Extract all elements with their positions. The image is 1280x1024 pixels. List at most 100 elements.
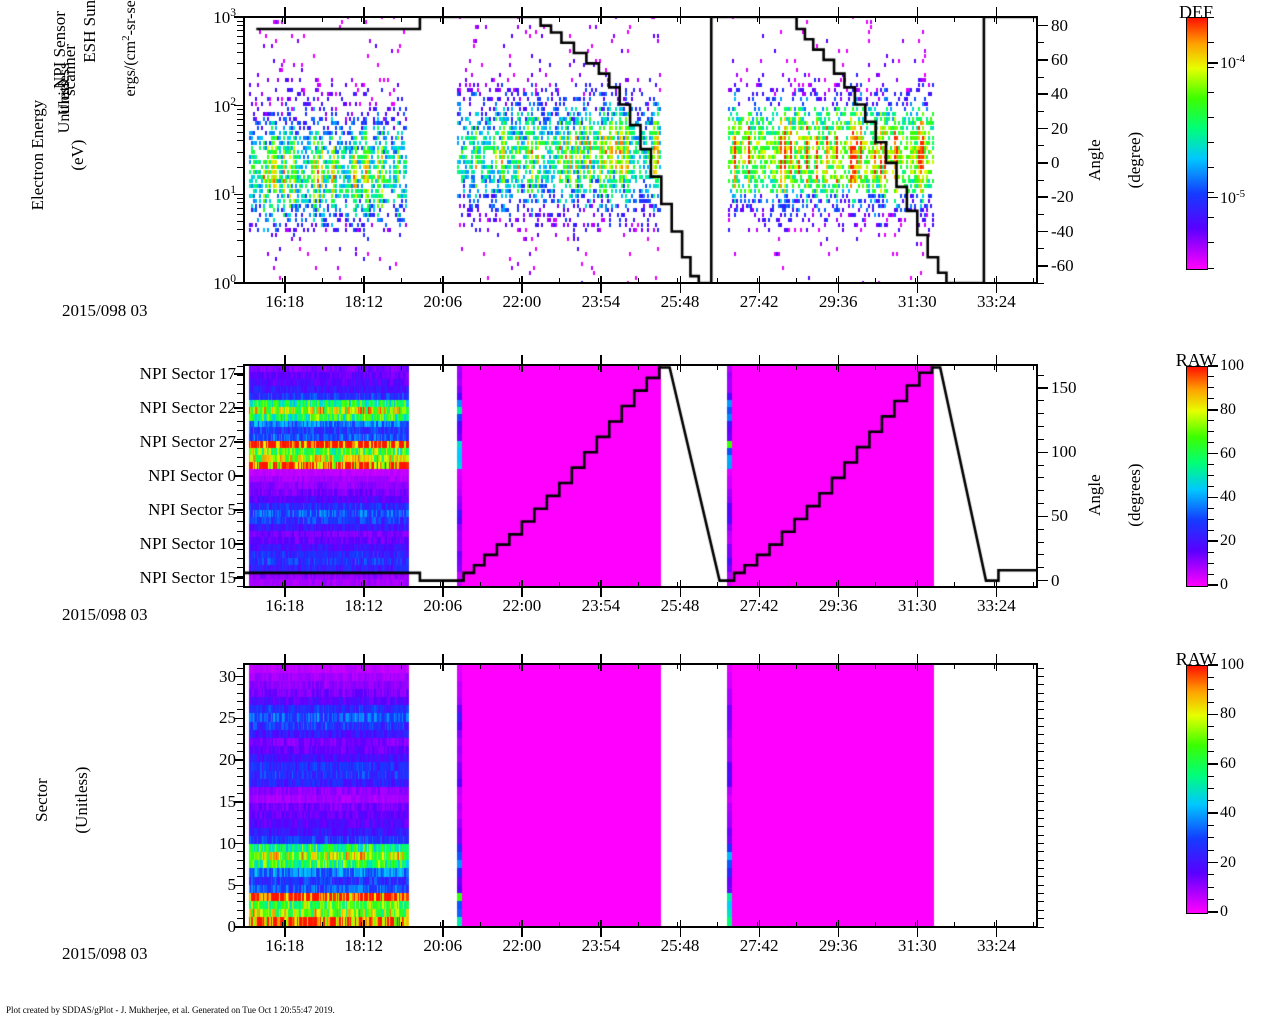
panel2-ytick-label-6: NPI Sector 15 bbox=[139, 568, 236, 587]
axis-tick-mark bbox=[1038, 784, 1044, 786]
axis-tick-mark bbox=[519, 665, 521, 669]
axis-tick-mark bbox=[1038, 490, 1044, 492]
axis-tick-mark bbox=[282, 665, 284, 669]
axis-tick-mark bbox=[442, 7, 444, 16]
axis-tick-mark bbox=[1038, 843, 1044, 844]
axis-tick-mark bbox=[1208, 376, 1214, 378]
axis-tick-mark bbox=[916, 366, 919, 372]
axis-tick-mark bbox=[1208, 91, 1214, 93]
axis-tick-mark bbox=[914, 278, 916, 282]
axis-tick-mark bbox=[284, 665, 286, 671]
axis-tick-mark bbox=[1038, 709, 1044, 711]
axis-tick-mark bbox=[519, 18, 521, 22]
axis-tick-mark bbox=[600, 928, 602, 937]
axis-tick-mark bbox=[237, 817, 243, 819]
axis-tick-mark bbox=[442, 588, 444, 597]
axis-tick-mark bbox=[558, 582, 560, 586]
axis-tick-mark bbox=[237, 548, 243, 550]
axis-tick-mark bbox=[1038, 374, 1044, 376]
axis-tick-mark bbox=[237, 167, 243, 169]
panel3-xtick-4: 23:54 bbox=[581, 936, 621, 955]
axis-tick-mark bbox=[237, 43, 243, 45]
axis-tick-mark bbox=[237, 151, 243, 153]
panel3-ytick-label-2: 20 bbox=[219, 750, 236, 770]
axis-tick-mark bbox=[479, 366, 481, 370]
panel3-colorbar-tick-label-0: 100 bbox=[1220, 656, 1244, 673]
axis-tick-mark bbox=[1208, 562, 1214, 564]
axis-tick-mark bbox=[1038, 196, 1044, 198]
axis-tick-mark bbox=[440, 922, 442, 926]
axis-tick-mark bbox=[237, 717, 243, 719]
axis-tick-mark bbox=[1208, 66, 1214, 68]
axis-tick-mark bbox=[600, 920, 602, 926]
axis-tick-mark bbox=[679, 7, 682, 16]
axis-tick-mark bbox=[442, 366, 444, 372]
axis-tick-mark bbox=[237, 140, 243, 142]
axis-tick-mark bbox=[1038, 876, 1044, 878]
panel2-right-ytick-1: 100 bbox=[1051, 442, 1077, 462]
axis-tick-mark bbox=[837, 588, 840, 597]
axis-tick-mark bbox=[875, 18, 877, 22]
axis-tick-mark bbox=[1208, 899, 1214, 901]
axis-tick-mark bbox=[796, 366, 798, 370]
axis-tick-mark bbox=[1038, 684, 1044, 686]
axis-tick-mark bbox=[237, 503, 243, 504]
axis-tick-mark bbox=[237, 585, 243, 587]
panel3-colorbar-unit-text: Unitless bbox=[56, 81, 73, 134]
axis-tick-mark bbox=[1038, 413, 1044, 415]
axis-tick-mark bbox=[598, 582, 600, 586]
axis-tick-mark bbox=[758, 654, 761, 663]
axis-tick-mark bbox=[1038, 918, 1044, 920]
axis-tick-mark bbox=[1208, 365, 1214, 367]
axis-tick-mark bbox=[993, 582, 995, 586]
axis-tick-mark bbox=[875, 922, 877, 926]
panel1-xtick-1: 18:12 bbox=[344, 292, 384, 311]
axis-tick-mark bbox=[954, 278, 956, 282]
axis-tick-mark bbox=[758, 920, 761, 926]
panel2-right-ytick-3: 0 bbox=[1051, 570, 1060, 590]
axis-tick-mark bbox=[237, 701, 243, 703]
axis-tick-mark bbox=[758, 588, 761, 597]
axis-tick-mark bbox=[1208, 41, 1214, 43]
axis-tick-mark bbox=[284, 654, 286, 663]
axis-tick-mark bbox=[1208, 763, 1214, 765]
axis-tick-mark bbox=[237, 567, 243, 569]
axis-tick-mark bbox=[363, 355, 365, 364]
axis-tick-mark bbox=[1208, 387, 1214, 389]
axis-tick-mark bbox=[756, 278, 758, 282]
axis-tick-mark bbox=[995, 665, 998, 671]
panel1-colorbar-tick-label-0: 10-4 bbox=[1220, 52, 1246, 73]
axis-tick-mark bbox=[237, 876, 243, 878]
axis-tick-mark bbox=[837, 928, 840, 937]
axis-tick-mark bbox=[1033, 366, 1035, 370]
axis-tick-mark bbox=[479, 582, 481, 586]
axis-tick-mark bbox=[237, 667, 243, 669]
axis-tick-mark bbox=[1208, 701, 1214, 703]
axis-tick-mark bbox=[1038, 438, 1044, 440]
axis-tick-mark bbox=[679, 654, 682, 663]
axis-tick-mark bbox=[284, 588, 286, 597]
axis-tick-mark bbox=[234, 577, 243, 579]
axis-tick-mark bbox=[1208, 676, 1214, 678]
axis-tick-mark bbox=[916, 665, 919, 671]
axis-tick-mark bbox=[1038, 76, 1044, 78]
axis-tick-mark bbox=[637, 665, 639, 669]
panel1-ytick-mantissa-0: 10 bbox=[213, 273, 231, 293]
axis-tick-mark bbox=[637, 366, 639, 370]
axis-tick-mark bbox=[835, 278, 837, 282]
axis-tick-mark bbox=[875, 278, 877, 282]
panel3-ytick-label-0: 30 bbox=[219, 666, 236, 686]
panel1-colorbar bbox=[1186, 17, 1208, 270]
axis-tick-mark bbox=[440, 582, 442, 586]
panel2-xtick-9: 33:24 bbox=[977, 596, 1016, 615]
axis-tick-mark bbox=[237, 36, 243, 38]
axis-tick-mark bbox=[237, 466, 243, 468]
axis-tick-mark bbox=[234, 282, 243, 284]
panel3-xtick-5: 25:48 bbox=[660, 936, 700, 955]
panel3-xtick-1: 18:12 bbox=[344, 936, 384, 955]
axis-tick-mark bbox=[361, 278, 363, 282]
axis-tick-mark bbox=[400, 366, 402, 370]
axis-tick-mark bbox=[234, 104, 243, 107]
axis-tick-mark bbox=[995, 276, 998, 282]
panel2-xtick-4: 23:54 bbox=[581, 596, 621, 615]
